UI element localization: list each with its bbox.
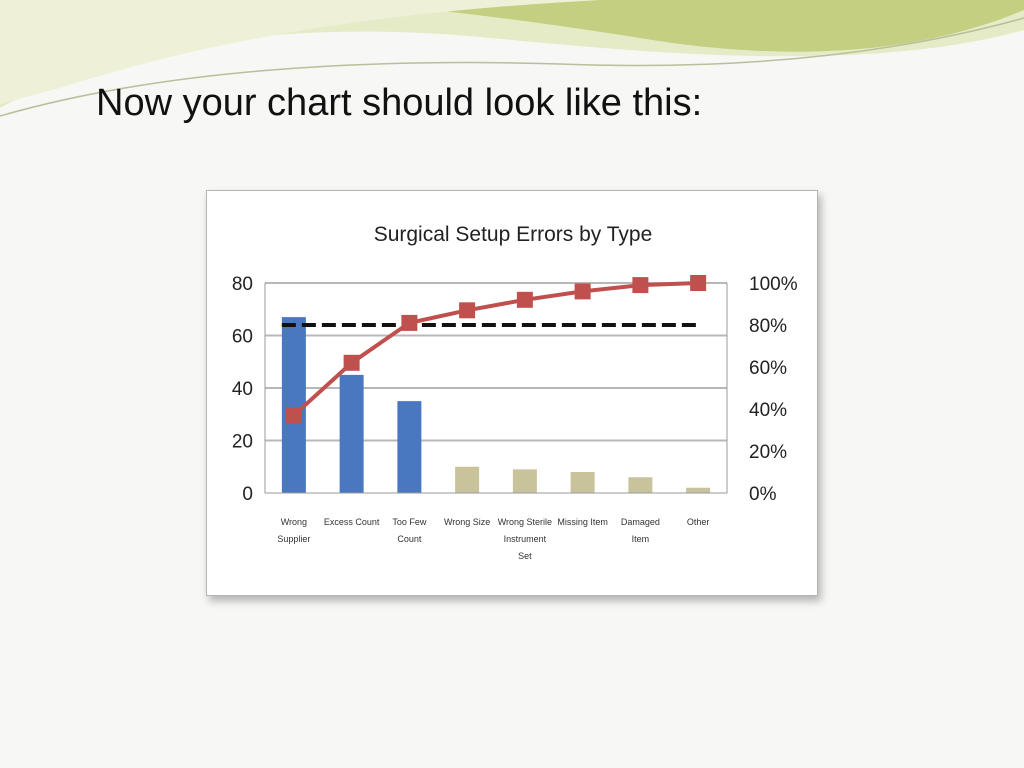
chart-title: Surgical Setup Errors by Type [374,223,653,246]
category-label-5: Missing Item [557,517,608,527]
category-label-line: Damaged [621,517,660,527]
cumulative-marker-5 [574,283,591,300]
category-label-3: Wrong Size [444,517,490,527]
category-label-line: Too Few [392,517,427,527]
header-swoosh-line [0,17,1024,117]
bar-4 [512,469,537,493]
bar-0 [281,317,306,493]
bars [281,317,711,493]
category-label-line: Wrong [281,517,307,527]
category-label-6: Damaged Item [621,517,660,544]
cumulative-marker-2 [401,314,418,331]
left-tick-label-4: 80 [232,274,253,295]
right-tick-label-1: 20% [749,442,787,463]
cumulative-marker-0 [285,407,302,424]
bar-6 [628,477,653,493]
category-label-line: Set [518,551,532,561]
cumulative-marker-4 [516,291,533,308]
cumulative-marker-7 [690,275,707,291]
left-tick-label-2: 40 [232,379,253,400]
category-label-line: Instrument [504,534,547,544]
category-label-7: Other [687,517,710,527]
category-label-line: Supplier [277,534,310,544]
cumulative-marker-6 [632,277,649,294]
chart-frame: Surgical Setup Errors by Type 0 20 40 60 80 … [206,190,818,596]
category-label-line: Count [397,534,422,544]
cumulative-marker-1 [343,354,360,371]
category-labels: Wrong Supplier Excess Count Too Few Count Wro… [277,517,709,561]
right-tick-label-3: 60% [749,358,787,379]
category-label-line: Wrong Size [444,517,490,527]
right-tick-label-0: 0% [749,484,777,505]
right-axis-ticks: 0% 20% 40% 60% 80% 100% [749,274,798,505]
header-swoosh-pale [0,0,600,104]
slide-title: Now your chart should look like this: [96,82,703,124]
category-label-line: Item [632,534,650,544]
left-axis-ticks: 0 20 40 60 80 [232,274,253,505]
cumulative-marker-3 [459,302,476,319]
cumulative-line [285,275,707,424]
category-label-2: Too Few Count [392,517,427,544]
right-tick-label-2: 40% [749,400,787,421]
bar-2 [397,401,422,493]
left-tick-label-1: 20 [232,432,253,453]
category-label-line: Other [687,517,710,527]
bar-7 [686,487,711,493]
left-tick-label-3: 60 [232,327,253,348]
cumulative-polyline [292,281,699,417]
bar-5 [570,472,595,493]
category-label-line: Missing Item [557,517,608,527]
right-tick-label-5: 100% [749,274,798,295]
category-label-4: Wrong Sterile Instrument Set [498,517,552,561]
category-label-0: Wrong Supplier [277,517,310,544]
header-swoosh-dark [330,0,1024,52]
category-label-line: Wrong Sterile [498,517,552,527]
pareto-chart: Surgical Setup Errors by Type 020406080 … [232,223,798,561]
right-tick-label-4: 80% [749,316,787,337]
bar-1 [339,374,364,493]
category-label-line: Excess Count [324,517,380,527]
left-tick-label-0: 0 [242,484,253,505]
bar-3 [455,466,480,493]
category-label-1: Excess Count [324,517,380,527]
